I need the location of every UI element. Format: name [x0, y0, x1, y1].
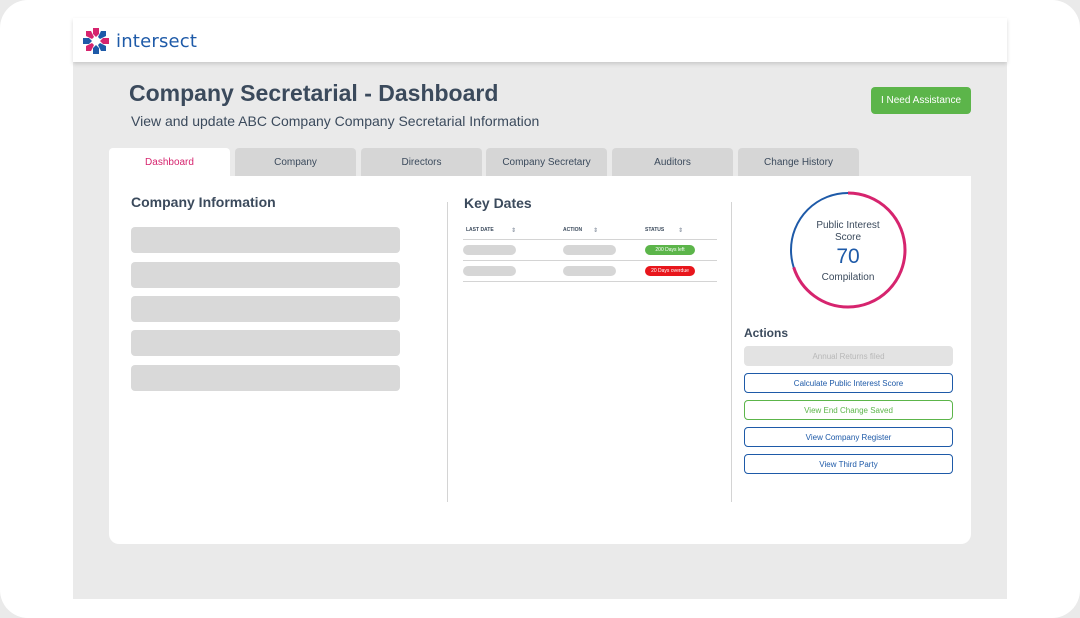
company-info-placeholder — [131, 262, 400, 288]
column-header-last-date[interactable]: LAST DATE — [466, 227, 494, 233]
company-info-placeholder — [131, 227, 400, 253]
tab-company-secretary[interactable]: Company Secretary — [486, 148, 607, 176]
page-title: Company Secretarial - Dashboard — [129, 80, 499, 106]
view-company-register-button[interactable]: View Company Register — [744, 427, 953, 447]
column-header-action[interactable]: ACTION — [563, 227, 583, 233]
view-end-change-saved-button[interactable]: View End Change Saved — [744, 400, 953, 420]
public-interest-score-gauge — [789, 191, 907, 309]
view-third-party-button[interactable]: View Third Party — [744, 454, 953, 474]
actions-title: Actions — [744, 326, 789, 340]
dashboard-panel: Company Information Key Dates LAST DATE … — [109, 176, 971, 544]
tab-change-history[interactable]: Change History — [738, 148, 859, 176]
score-caption: Compilation — [821, 272, 875, 283]
score-label-line2: Score — [834, 232, 862, 243]
brand-name: intersect — [116, 30, 198, 52]
tab-auditors[interactable]: Auditors — [612, 148, 733, 176]
annual-returns-filed-button[interactable]: Annual Returns filed — [744, 346, 953, 366]
score-value: 70 — [836, 245, 860, 268]
action-placeholder — [563, 245, 616, 255]
tab-dashboard[interactable]: Dashboard — [109, 148, 230, 176]
sort-icon[interactable]: ⇕ — [593, 228, 599, 234]
company-information-title: Company Information — [131, 194, 276, 210]
status-badge: 20 Days overdue — [645, 266, 695, 276]
need-assistance-button[interactable]: I Need Assistance — [871, 87, 971, 114]
status-badge: 200 Days left — [645, 245, 695, 255]
app-container: intersect Company Secretarial - Dashboar… — [73, 18, 1007, 599]
page-subtitle: View and update ABC Company Company Secr… — [131, 113, 540, 129]
action-placeholder — [563, 266, 616, 276]
intersect-logo[interactable]: intersect — [82, 27, 197, 55]
table-row[interactable]: 20 Days overdue — [463, 261, 717, 282]
last-date-placeholder — [463, 245, 516, 255]
company-info-placeholder — [131, 330, 400, 356]
tab-company[interactable]: Company — [235, 148, 356, 176]
sort-icon[interactable]: ⇕ — [678, 228, 684, 234]
score-label-line1: Public Interest — [816, 220, 880, 231]
sort-icon[interactable]: ⇕ — [511, 228, 517, 234]
calculate-public-interest-score-button[interactable]: Calculate Public Interest Score — [744, 373, 953, 393]
column-header-status[interactable]: STATUS — [645, 227, 665, 233]
gauge-progress-arc — [789, 191, 907, 309]
key-dates-title: Key Dates — [464, 195, 532, 211]
top-navigation-bar: intersect — [73, 18, 1007, 62]
column-divider — [447, 202, 448, 502]
tab-directors[interactable]: Directors — [361, 148, 482, 176]
table-header: LAST DATE ⇕ ACTION ⇕ STATUS ⇕ — [463, 220, 717, 240]
intersect-logo-icon — [83, 28, 109, 54]
column-divider — [731, 202, 732, 502]
key-dates-table: LAST DATE ⇕ ACTION ⇕ STATUS ⇕ 200 Days l… — [463, 220, 717, 282]
last-date-placeholder — [463, 266, 516, 276]
company-info-placeholder — [131, 365, 400, 391]
score-label: Public Interest Score — [788, 220, 908, 244]
company-info-placeholder — [131, 296, 400, 322]
table-row[interactable]: 200 Days left — [463, 240, 717, 261]
